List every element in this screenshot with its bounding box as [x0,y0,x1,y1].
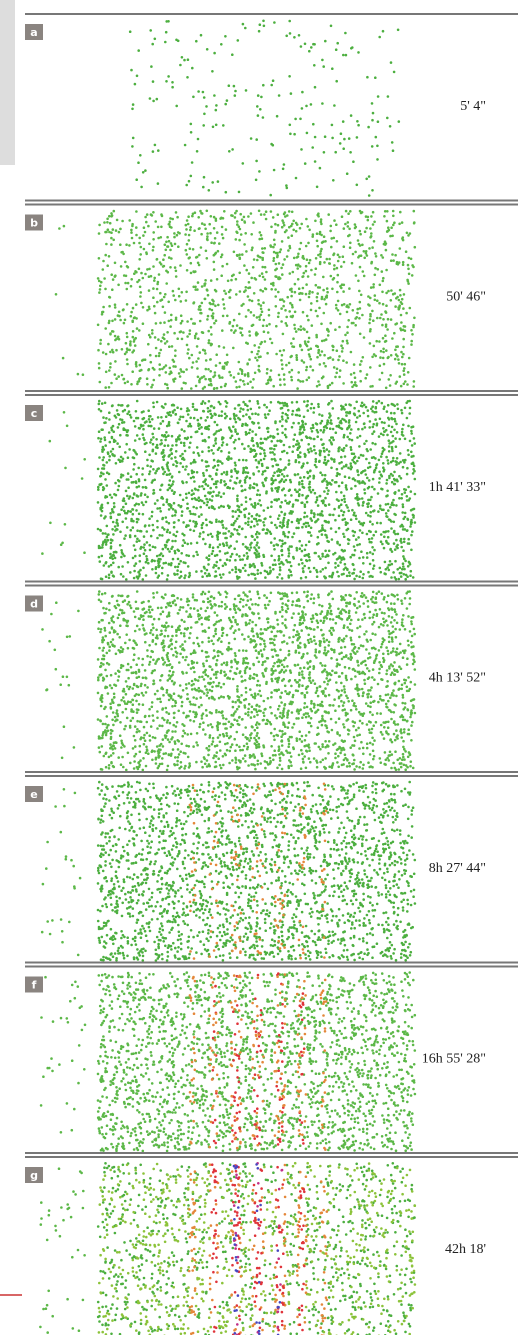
panel-label: g [30,1169,38,1182]
elapsed-time: 1h 41' 33" [429,480,486,495]
dots [98,401,415,579]
dot-field [40,1163,415,1335]
dots [43,592,415,770]
dots [56,211,415,389]
figure-canvas: a 5' 4" b 50' 46" c 1h 41' 33" d 4h 13' 52" e 8h … [0,0,529,1335]
elapsed-time: 4h 13' 52" [429,671,486,686]
elapsed-time: 8h 27' 44" [429,861,486,876]
dot-field [43,592,415,770]
background-strip [0,0,15,165]
dots [41,973,415,1151]
panel-label: d [30,598,38,611]
panel-label: b [30,217,38,230]
panel-label: e [30,788,37,801]
panel-label: f [32,979,37,992]
dots [98,1163,415,1335]
dots [42,412,84,553]
dot-field [130,21,399,196]
figure: a 5' 4" b 50' 46" c 1h 41' 33" d 4h 13' 52" e 8h … [0,0,529,1335]
dot-field [41,973,415,1151]
elapsed-time: 42h 18' [445,1242,486,1257]
elapsed-time: 50' 46" [446,290,486,305]
elapsed-time: 16h 55' 28" [422,1052,486,1067]
dots [130,21,399,196]
dot-field [42,401,415,579]
panel-label: a [30,26,37,39]
panel-label: c [31,407,38,420]
dot-field [42,782,415,961]
dots [40,1169,84,1333]
dots [212,1165,305,1335]
elapsed-time: 5' 4" [460,99,486,114]
dots [42,789,80,955]
dot-field [56,211,415,389]
